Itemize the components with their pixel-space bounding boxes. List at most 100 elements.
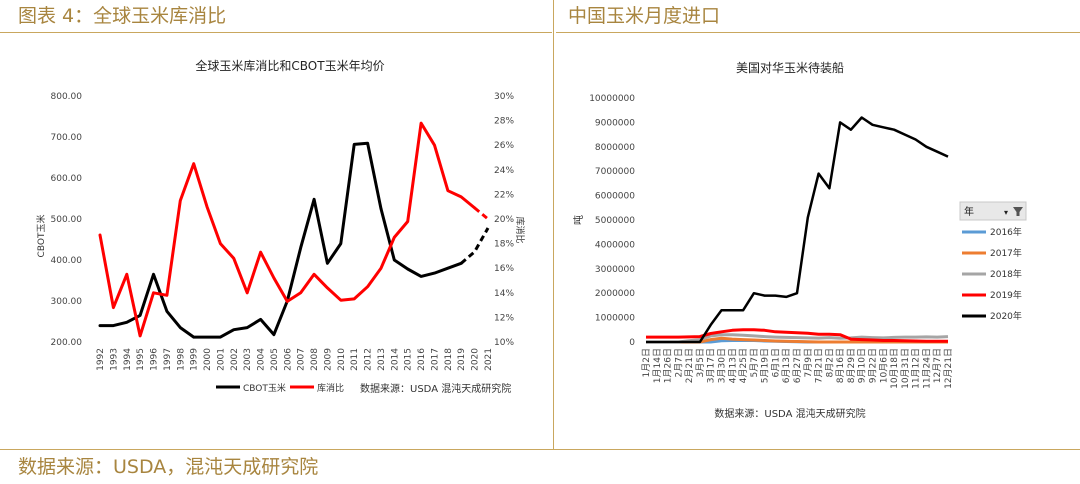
x-tick-label: 2002 xyxy=(230,348,240,371)
x-tick-label: 2004 xyxy=(257,348,267,371)
y-tick-label: 1000000 xyxy=(595,314,635,324)
x-tick-label: 2010 xyxy=(337,348,347,371)
y-tick-label: 3000000 xyxy=(595,265,635,275)
y2-tick-label: 12% xyxy=(494,313,514,323)
x-tick-label: 4月25日 xyxy=(738,348,749,383)
x-tick-label: 3月5日 xyxy=(695,348,706,377)
x-tick-label: 2017 xyxy=(430,348,440,371)
x-tick-label: 6月27日 xyxy=(792,348,803,383)
legend-label: 2018年 xyxy=(990,268,1022,280)
x-tick-label: 10月6日 xyxy=(878,348,889,383)
y2-tick-label: 24% xyxy=(494,166,514,176)
x-tick-label: 5月7日 xyxy=(749,348,760,377)
chart-source-note: 数据来源：USDA 混沌天成研究院 xyxy=(360,382,511,395)
x-tick-label: 2000 xyxy=(203,348,213,371)
footer-divider xyxy=(0,449,1080,450)
y2-tick-label: 28% xyxy=(494,117,514,127)
x-tick-label: 2003 xyxy=(243,348,253,371)
y-tick-label: 0 xyxy=(629,338,635,348)
x-tick-label: 8月29日 xyxy=(846,348,857,383)
x-tick-label: 11月12日 xyxy=(911,348,922,389)
legend-label: 2016年 xyxy=(990,226,1022,238)
filter-funnel-icon[interactable] xyxy=(1013,207,1023,216)
y-tick-label: 2000000 xyxy=(595,289,635,299)
x-tick-label: 2012 xyxy=(364,348,374,371)
x-tick-label: 10月18日 xyxy=(889,348,900,389)
legend-filter-header[interactable] xyxy=(959,201,1027,221)
y2-tick-label: 26% xyxy=(494,141,514,151)
x-tick-label: 1月14日 xyxy=(652,348,663,383)
x-tick-label: 2月7日 xyxy=(673,348,684,377)
y-tick-label: 600.00 xyxy=(51,174,83,184)
dropdown-arrow-icon[interactable]: ▾ xyxy=(1004,208,1008,217)
chart-title: 全球玉米库消比和CBOT玉米年均价 xyxy=(195,58,384,73)
y-tick-label: 200.00 xyxy=(51,338,83,348)
series-line-stock-ratio xyxy=(98,121,477,338)
y2-tick-label: 14% xyxy=(494,289,514,299)
chart-source-note: 数据来源：USDA 混沌天成研究院 xyxy=(714,407,865,420)
y-axis-label: 吨 xyxy=(572,215,585,225)
x-tick-label: 2005 xyxy=(270,348,280,371)
y2-tick-label: 16% xyxy=(494,264,514,274)
series-line-2018 xyxy=(646,333,949,344)
panel-separator xyxy=(553,0,554,450)
footer-source: 数据来源：USDA，混沌天成研究院 xyxy=(18,456,319,478)
x-tick-label: 1993 xyxy=(109,348,119,371)
x-tick-label: 1月2日 xyxy=(641,348,652,377)
x-tick-label: 2月21日 xyxy=(684,348,695,383)
x-tick-label: 2011 xyxy=(350,348,360,371)
x-tick-label: 8月2日 xyxy=(824,348,835,377)
x-tick-label: 2021 xyxy=(484,348,494,371)
x-tick-label: 1996 xyxy=(150,348,160,371)
x-tick-label: 2020 xyxy=(471,348,481,371)
x-tick-label: 2014 xyxy=(390,348,400,371)
y-tick-label: 800.00 xyxy=(51,92,83,102)
y-tick-label: 500.00 xyxy=(51,215,83,225)
x-tick-label: 3月17日 xyxy=(706,348,717,383)
y2-tick-label: 20% xyxy=(494,215,514,225)
legend-label: 库消比 xyxy=(317,382,344,394)
y-tick-label: 300.00 xyxy=(51,297,83,307)
y2-tick-label: 30% xyxy=(494,92,514,102)
series-line-2019 xyxy=(646,328,948,343)
y-tick-label: 9000000 xyxy=(595,118,635,128)
x-tick-label: 2018 xyxy=(444,348,454,371)
x-tick-label: 2001 xyxy=(216,348,226,371)
x-tick-label: 1999 xyxy=(190,348,200,371)
header-divider-right xyxy=(556,32,1080,33)
legend-label: 2019年 xyxy=(990,289,1022,301)
x-tick-label: 1月26日 xyxy=(663,348,674,383)
x-tick-label: 4月13日 xyxy=(727,348,738,383)
y-tick-label: 8000000 xyxy=(595,143,635,153)
x-tick-label: 1994 xyxy=(123,348,133,371)
x-tick-label: 5月19日 xyxy=(760,348,771,383)
y-tick-label: 5000000 xyxy=(595,216,635,226)
stock-to-use-chart: 全球玉米库消比和CBOT玉米年均价 200.00 300.00 400.00 500.… xyxy=(35,58,526,395)
y-tick-label: 700.00 xyxy=(51,133,83,143)
y-tick-label: 10000000 xyxy=(589,94,635,104)
x-tick-label: 10月31日 xyxy=(900,348,911,389)
x-tick-label: 3月30日 xyxy=(717,348,728,383)
y-tick-label: 6000000 xyxy=(595,192,635,202)
x-tick-label: 8月16日 xyxy=(835,348,846,383)
x-tick-label: 2007 xyxy=(297,348,307,371)
legend-title: 年 xyxy=(964,205,974,218)
x-tick-label: 2006 xyxy=(283,348,293,371)
x-tick-label: 12月21日 xyxy=(943,348,954,389)
x-tick-label: 2016 xyxy=(417,348,427,371)
legend-label: 2020年 xyxy=(990,310,1022,322)
x-tick-label: 7月21日 xyxy=(814,348,825,383)
y2-tick-label: 18% xyxy=(494,240,514,250)
x-tick-label: 9月10日 xyxy=(857,348,868,383)
x-tick-label: 1997 xyxy=(163,348,173,371)
legend-label: CBOT玉米 xyxy=(243,382,286,394)
chart-title: 美国对华玉米待装船 xyxy=(736,61,844,75)
x-tick-label: 1998 xyxy=(176,348,186,371)
x-tick-label: 6月1日 xyxy=(770,348,781,377)
x-tick-label: 2013 xyxy=(377,348,387,371)
x-tick-label: 2009 xyxy=(323,348,333,371)
series-line-cbot-corn xyxy=(98,141,463,339)
series-line-2020 xyxy=(646,116,949,344)
x-tick-label: 9月22日 xyxy=(868,348,879,383)
legend-label: 2017年 xyxy=(990,247,1022,259)
